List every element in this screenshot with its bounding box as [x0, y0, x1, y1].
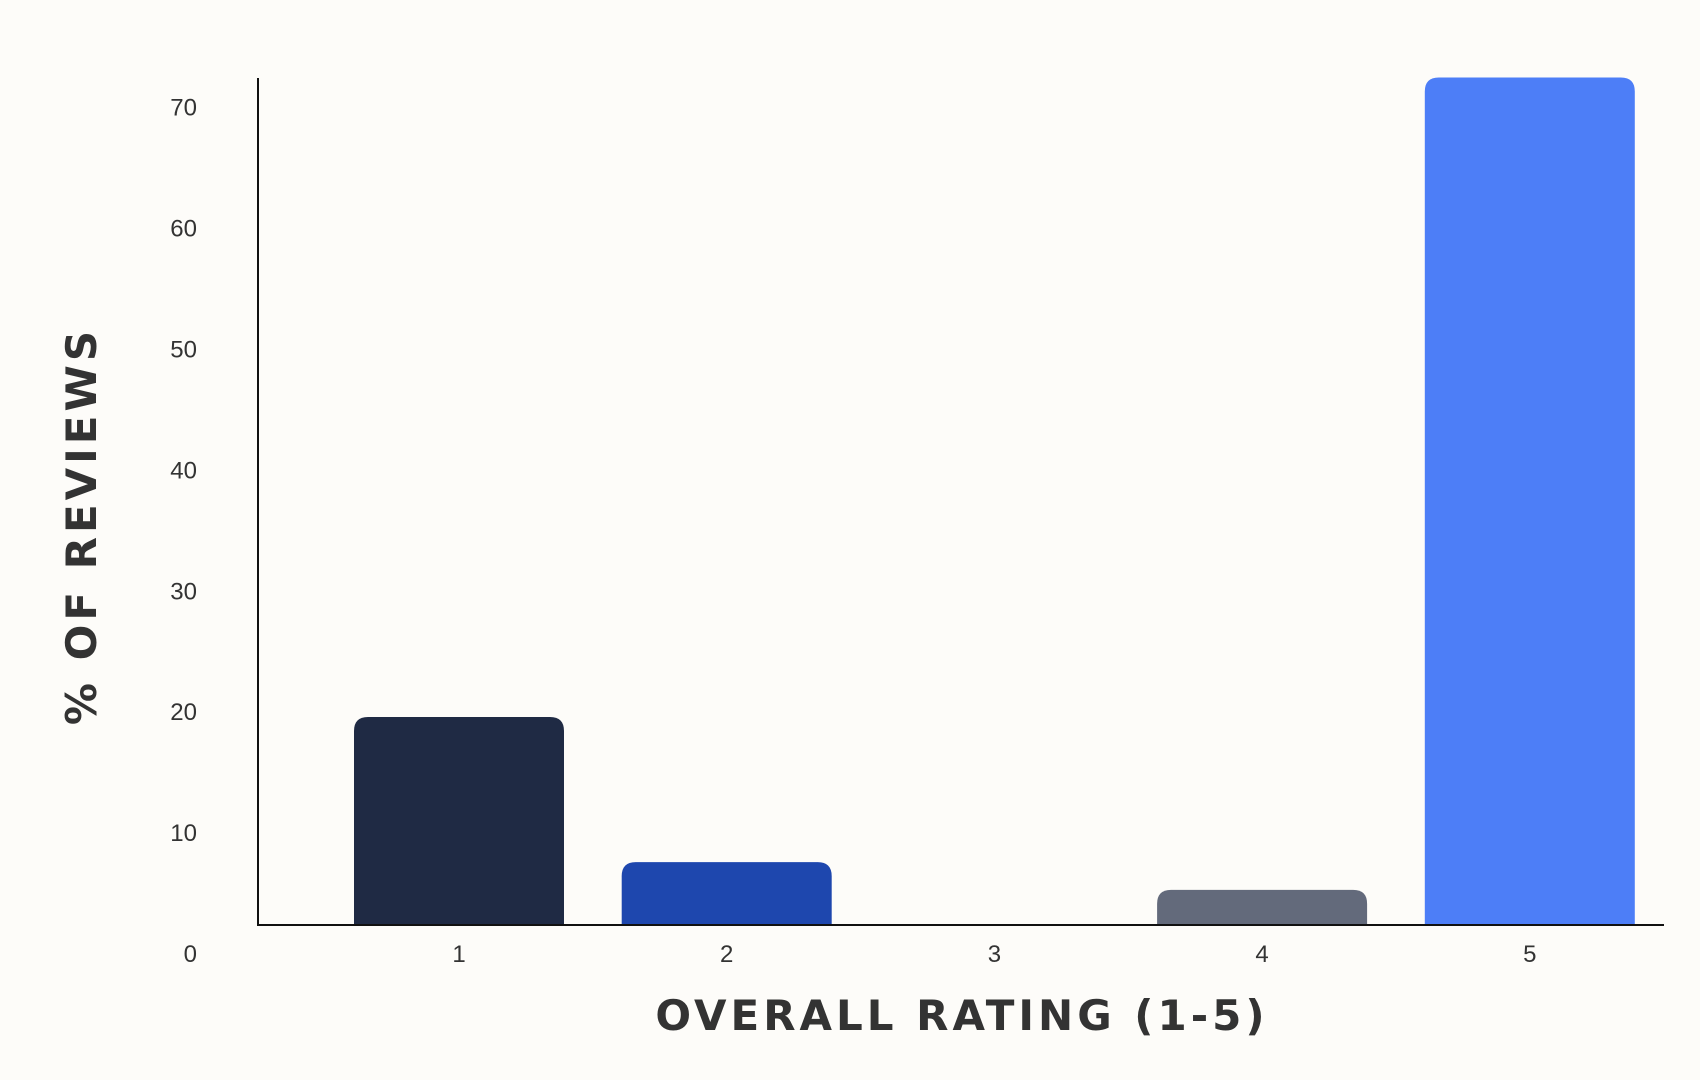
x-axis-title: OVERALL RATING (1-5): [655, 991, 1268, 1040]
y-tick-label: 30: [170, 578, 197, 605]
bar-rating-1: [354, 717, 564, 925]
x-tick-label: 5: [1523, 941, 1536, 968]
x-tick-label: 2: [720, 941, 733, 968]
y-axis-title: % OF REVIEWS: [57, 327, 106, 725]
bar-rating-4: [1157, 889, 1368, 925]
bar-rating-5: [1424, 77, 1635, 926]
y-tick-label: 70: [170, 95, 197, 122]
bar-rating-2: [621, 862, 832, 925]
x-tick-label: 3: [988, 941, 1001, 968]
y-tick-label: 40: [170, 457, 197, 484]
x-tick-label: 4: [1255, 941, 1268, 968]
y-tick-label: 0: [184, 941, 197, 968]
y-tick-label: 10: [170, 820, 197, 847]
y-tick-label: 60: [170, 216, 197, 243]
y-tick-label: 50: [170, 337, 197, 364]
bars: [354, 77, 1635, 926]
x-tick-label: 1: [452, 941, 465, 968]
y-tick-label: 20: [170, 699, 197, 726]
